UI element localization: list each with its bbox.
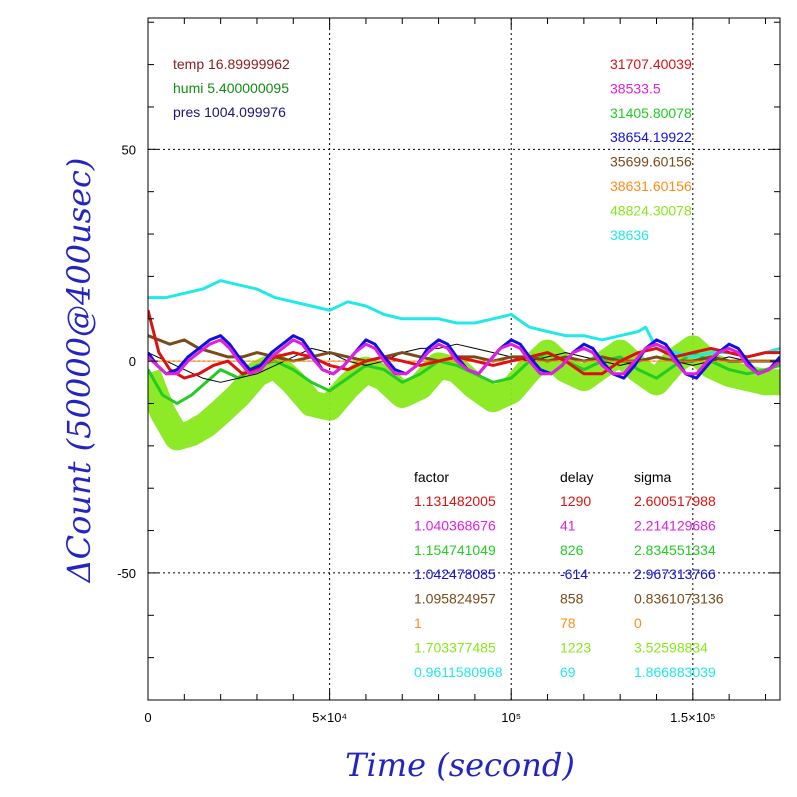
stats-cell: 1.095824957: [414, 591, 496, 607]
stats-header: factor: [414, 469, 449, 485]
series-lines: [148, 279, 780, 451]
series-count-value: 38533.5: [610, 80, 661, 96]
series-line: [148, 279, 780, 359]
stats-cell: 1.703377485: [414, 639, 496, 655]
stats-cell: 826: [560, 542, 584, 558]
stats-cell: 1.042478085: [414, 566, 496, 582]
stats-cell: 41: [560, 517, 576, 533]
stats-cell: 1.154741049: [414, 542, 496, 558]
series-line: [148, 334, 780, 380]
series-line: [148, 338, 780, 376]
stats-header: delay: [560, 469, 593, 485]
x-tick-label: 1.5×10⁵: [670, 710, 716, 725]
stats-cell: 2.967313766: [634, 566, 716, 582]
x-tick-label: 0: [144, 710, 151, 725]
stats-cell: 0.9611580968: [414, 664, 503, 680]
y-tick-label: 0: [129, 354, 136, 369]
env-reading: humi 5.400000095: [173, 80, 289, 96]
stats-cell: 1223: [560, 639, 591, 655]
y-tick-label: -50: [117, 566, 136, 581]
series-count-value: 35699.60156: [610, 154, 692, 170]
stats-cell: 858: [560, 591, 584, 607]
series-count-value: 38631.60156: [610, 178, 692, 194]
series-count-value: 38654.19922: [610, 129, 692, 145]
stats-header: sigma: [634, 469, 672, 485]
env-reading: temp 16.89999962: [173, 56, 290, 72]
series-count-value: 31707.40039: [610, 56, 692, 72]
x-axis-title: Time (second): [345, 746, 575, 784]
series-count-value: 48824.30078: [610, 202, 692, 218]
stats-cell: -614: [560, 566, 588, 582]
annotations: 0 5×10⁴ 10⁵ 1.5×10⁵ 50 0 -50 temp 16.89999962 hu…: [117, 56, 724, 725]
x-tick-label: 10⁵: [501, 710, 521, 725]
x-tick-label: 5×10⁴: [312, 710, 347, 725]
env-reading: pres 1004.099976: [173, 104, 286, 120]
plot-frame: [147, 17, 781, 701]
y-tick-label: 50: [122, 142, 136, 157]
stats-cell: 69: [560, 664, 576, 680]
stats-cell: 1.866883039: [634, 664, 716, 680]
stats-cell: 1: [414, 615, 422, 631]
y-axis-title: ΔCount (50000@400usec): [60, 158, 98, 585]
axis-ticks: [147, 18, 780, 701]
stats-cell: 0: [634, 615, 642, 631]
stats-cell: 2.834551334: [634, 542, 716, 558]
stats-cell: 0.8361073136: [634, 591, 724, 607]
stats-cell: 1290: [560, 493, 591, 509]
stats-cell: 2.600517988: [634, 493, 716, 509]
stats-cell: 78: [560, 615, 576, 631]
stats-cell: 1.040368676: [414, 517, 496, 533]
stats-cell: 1.131482005: [414, 493, 496, 509]
series-count-value: 31405.80078: [610, 105, 692, 121]
stats-cell: 3.52598834: [634, 639, 708, 655]
series-count-value: 38636: [610, 227, 649, 243]
stats-cell: 2.214129686: [634, 517, 716, 533]
